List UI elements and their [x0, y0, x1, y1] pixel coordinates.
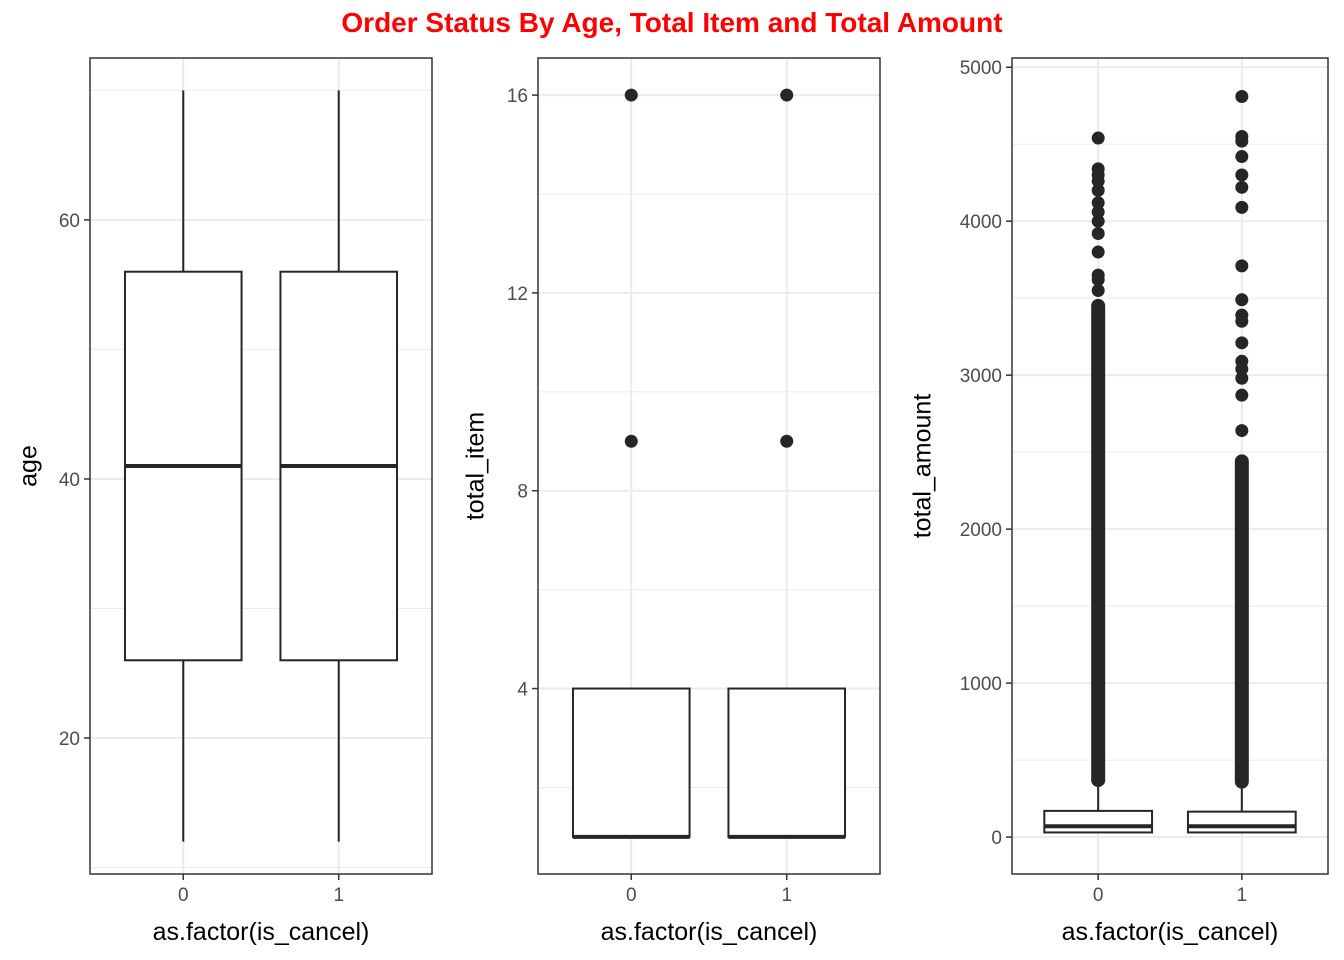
box-1 [279, 90, 399, 842]
y-tick-label: 20 [59, 729, 80, 750]
x-axis-title: as.factor(is_cancel) [601, 918, 818, 946]
outlier-point [1091, 196, 1105, 210]
x-axis-title: as.factor(is_cancel) [153, 918, 370, 946]
y-axis-title: total_item [462, 412, 490, 520]
outlier-point [624, 88, 638, 102]
outlier-point [1235, 130, 1249, 144]
outlier-point [1235, 150, 1249, 164]
y-tick-label: 2000 [960, 520, 1002, 541]
y-axis-title: total_amount [909, 394, 937, 539]
outlier-point [624, 434, 638, 448]
box-1 [1186, 89, 1297, 834]
box-0 [1043, 131, 1154, 834]
outlier-point [1235, 89, 1249, 103]
outlier-point [1235, 293, 1249, 307]
box-iqr [727, 687, 847, 838]
y-tick-label: 4 [517, 680, 528, 701]
box-iqr [1043, 809, 1154, 834]
box-0 [571, 88, 691, 839]
panel-border [89, 57, 433, 875]
outlier-point [1091, 268, 1105, 282]
y-tick-label: 3000 [960, 366, 1002, 387]
outlier-point [1235, 371, 1249, 385]
y-tick-label: 0 [991, 828, 1002, 849]
outlier-point [1235, 168, 1249, 182]
panel-1: 20 40 60 0 1 as.factor(is_cancel) age [15, 57, 433, 946]
outlier-point [1091, 227, 1105, 241]
y-tick-label: 1000 [960, 674, 1002, 695]
outlier-point [1235, 354, 1249, 368]
outlier-point [1235, 308, 1249, 322]
x-tick-label: 0 [626, 885, 637, 906]
outlier-point [780, 88, 794, 102]
y-tick-label: 12 [507, 284, 528, 305]
outlier-point [1091, 205, 1105, 219]
panel-border [1011, 57, 1329, 875]
panel-border [537, 57, 881, 875]
outlier-point [1235, 336, 1249, 350]
outlier-point [1091, 283, 1105, 297]
x-tick-label: 0 [1093, 885, 1104, 906]
x-tick-label: 0 [178, 885, 189, 906]
x-tick-label: 1 [333, 885, 344, 906]
y-tick-label: 5000 [960, 58, 1002, 79]
outlier-point [1091, 214, 1105, 228]
outlier-point [1091, 162, 1105, 176]
panel-2: 4 8 12 16 0 1 as.factor(is_cancel) total_item [462, 57, 881, 946]
chart-title: Order Status By Age, Total Item and Tota… [341, 7, 1002, 38]
outlier-point [1091, 245, 1105, 259]
x-tick-label: 1 [1237, 885, 1248, 906]
x-tick-label: 1 [781, 885, 792, 906]
outlier-point [1235, 388, 1249, 402]
outlier-point [1091, 183, 1105, 197]
box-iqr [571, 687, 691, 838]
outlier-point [780, 434, 794, 448]
y-axis-title: age [15, 445, 43, 487]
x-axis-title: as.factor(is_cancel) [1062, 918, 1279, 946]
outlier-point [1235, 200, 1249, 214]
outlier-dense-band [1091, 298, 1106, 788]
y-tick-label: 8 [517, 482, 528, 503]
box-0 [123, 90, 243, 842]
panel-3: 0 1000 2000 3000 4000 5000 0 1 as.factor(is_canc… [909, 57, 1329, 946]
box-1 [727, 88, 847, 839]
box-iqr [1186, 810, 1297, 834]
y-tick-label: 4000 [960, 212, 1002, 233]
outlier-point [1091, 131, 1105, 145]
y-tick-label: 60 [59, 211, 80, 232]
y-tick-label: 40 [59, 470, 80, 491]
outlier-dense-band [1234, 454, 1249, 789]
y-tick-label: 16 [507, 86, 528, 107]
outlier-point [1235, 259, 1249, 273]
outlier-point [1235, 424, 1249, 438]
outlier-point [1235, 180, 1249, 194]
